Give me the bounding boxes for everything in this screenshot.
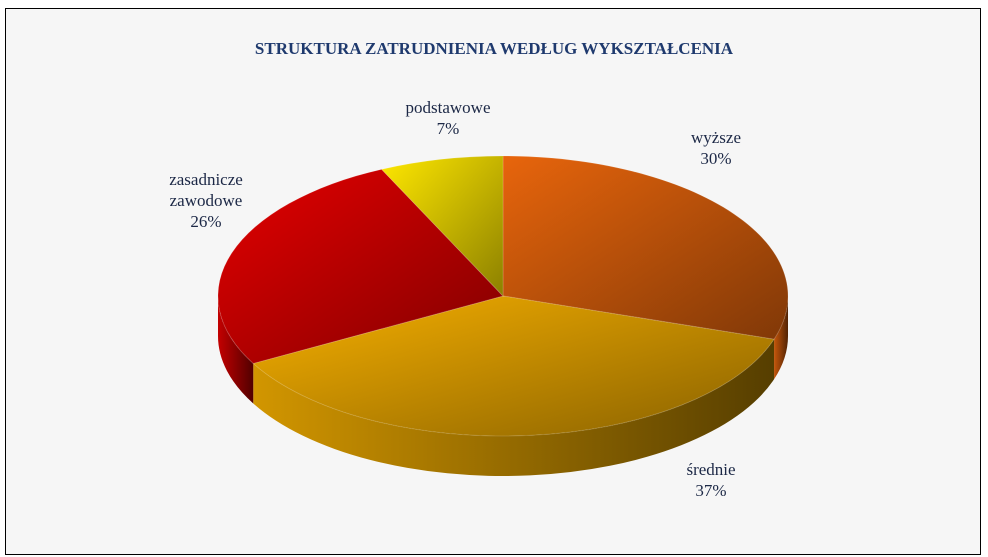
value-label: 26% (190, 212, 222, 231)
pie-side (253, 339, 775, 477)
pie-slice (380, 155, 504, 298)
value-label: 37% (695, 481, 727, 500)
slice-label: podstawowe 7% (393, 97, 503, 139)
category-name: wyższe (690, 128, 742, 147)
chart-frame: STRUKTURA ZATRUDNIENIA WEDŁUG WYKSZTAŁCE… (5, 8, 981, 555)
value-label: 7% (436, 119, 460, 138)
value-label: 30% (700, 149, 732, 168)
category-name: zasadnicze zawodowe (169, 170, 243, 210)
slice-label: zasadnicze zawodowe 26% (151, 169, 261, 232)
category-name: średnie (686, 460, 736, 479)
pie-side (774, 296, 789, 380)
pie-chart (217, 155, 789, 477)
pie-side (218, 296, 254, 404)
slice-label: średnie 37% (656, 459, 766, 501)
pie-slice (217, 168, 504, 364)
category-name: podstawowe (405, 98, 491, 117)
pie-slice (252, 295, 775, 437)
pie-slice (502, 155, 789, 340)
slice-label: wyższe 30% (661, 127, 771, 169)
chart-title: STRUKTURA ZATRUDNIENIA WEDŁUG WYKSZTAŁCE… (254, 39, 734, 58)
